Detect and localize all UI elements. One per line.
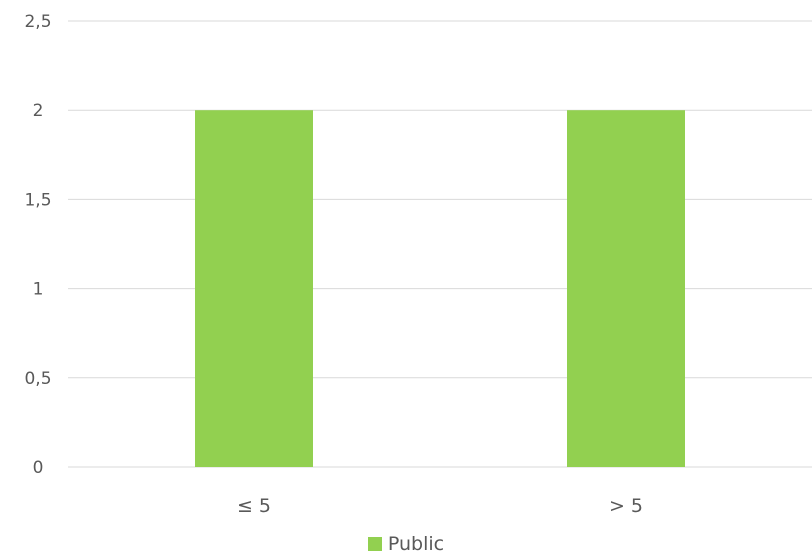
y-tick-label: 1 xyxy=(33,280,44,300)
bars xyxy=(195,110,685,467)
y-tick-label: 0 xyxy=(33,458,44,478)
y-tick-label: 0,5 xyxy=(24,369,51,389)
x-tick-label: ≤ 5 xyxy=(237,495,271,517)
y-tick-label: 2,5 xyxy=(24,12,51,32)
legend-label-public: Public xyxy=(387,532,445,555)
legend-swatch-public xyxy=(367,536,382,551)
x-axis-tick-labels: ≤ 5 > 5 xyxy=(237,495,643,517)
grid-lines xyxy=(68,20,812,468)
y-tick-label: 1,5 xyxy=(24,190,51,210)
y-tick-label: 2 xyxy=(33,101,44,121)
x-tick-label: > 5 xyxy=(609,495,643,517)
y-axis-tick-labels: 0 0,5 1 1,5 2 2,5 xyxy=(24,12,51,478)
bar xyxy=(195,110,313,467)
legend: Public xyxy=(0,532,812,555)
bar xyxy=(567,110,685,467)
